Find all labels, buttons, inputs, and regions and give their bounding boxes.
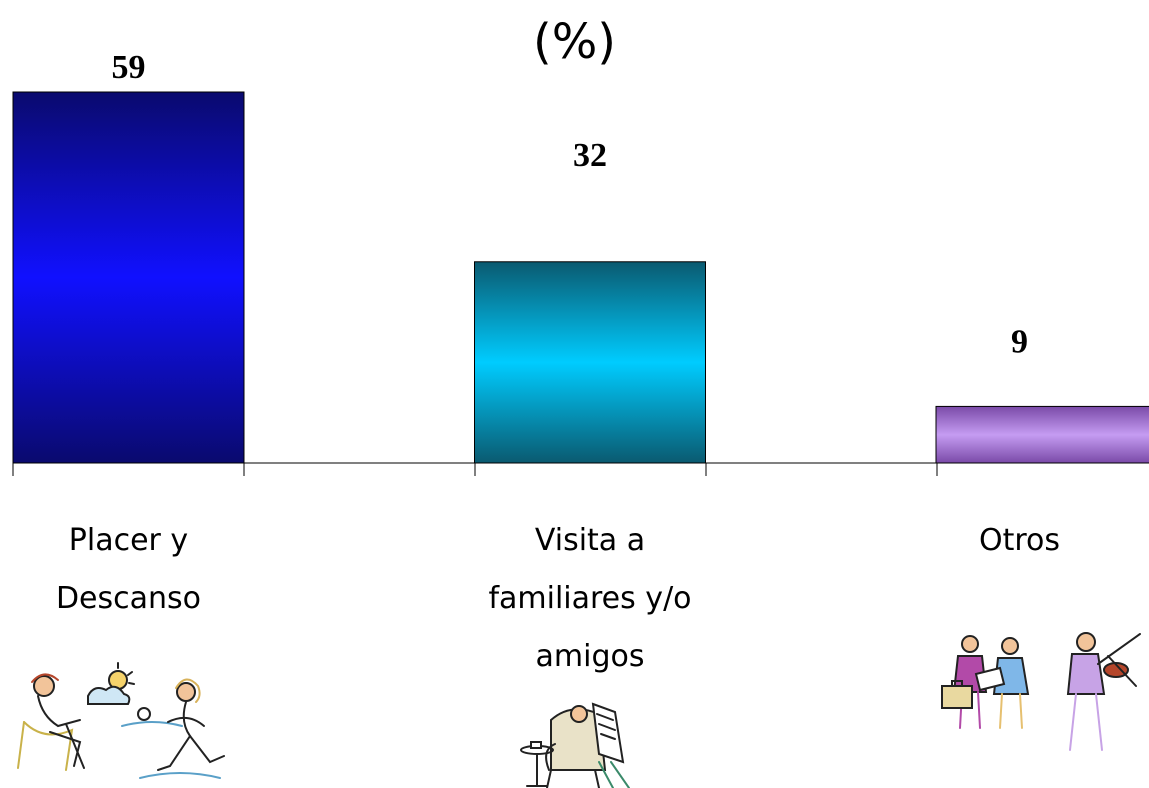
bar-3 — [935, 405, 1149, 464]
category-label-2-line-1: Visita a — [535, 523, 645, 558]
person-reading-newspaper-icon — [520, 702, 630, 788]
category-label-2-line-2: familiares y/o — [488, 581, 691, 616]
bar-1 — [12, 91, 245, 464]
bar-2 — [474, 261, 706, 464]
value-label-1: 59 — [112, 49, 146, 86]
category-label-1-line-1: Placer y — [69, 523, 188, 558]
category-label-2-line-3: amigos — [536, 639, 645, 674]
value-label-3: 9 — [1011, 323, 1028, 360]
category-label-3-line-1: Otros — [979, 523, 1060, 558]
labels-layer: 59 Placer y Descanso 32 Visita a familiares y… — [56, 49, 1060, 674]
beach-relaxing-people-icon — [17, 662, 225, 779]
x-axis — [12, 462, 1149, 476]
bars-layer — [12, 91, 1149, 464]
category-label-1-line-2: Descanso — [56, 581, 201, 616]
chart-title: (%) — [532, 14, 617, 70]
value-label-2: 32 — [573, 137, 607, 174]
business-people-and-violinist-icon — [941, 632, 1141, 751]
